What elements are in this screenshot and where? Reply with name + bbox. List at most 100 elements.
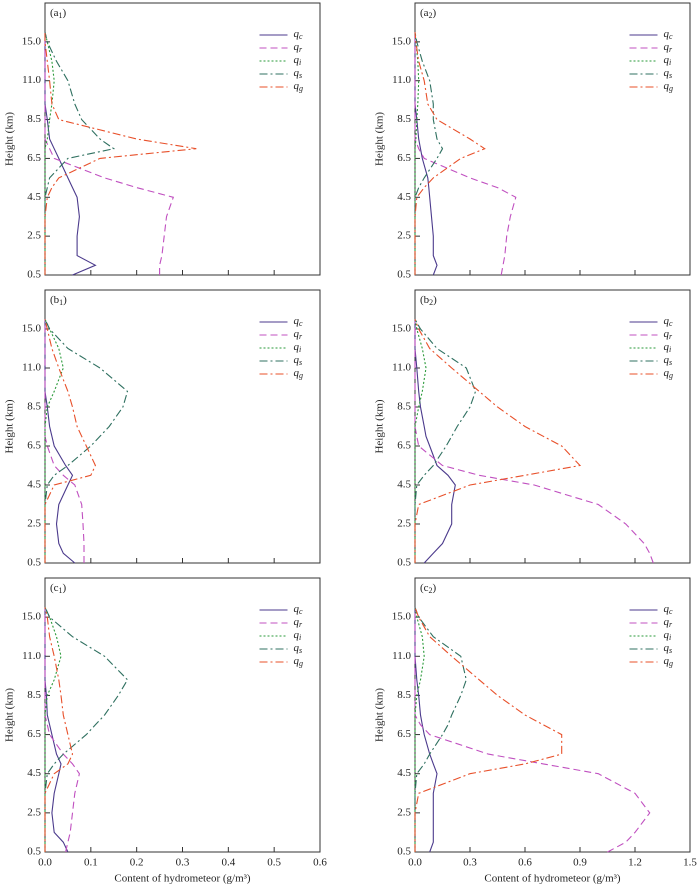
legend-label: qc — [664, 603, 674, 616]
y-tick-label: 2.5 — [397, 230, 411, 242]
legend-label: qs — [294, 67, 303, 80]
y-tick-label: 0.5 — [397, 557, 411, 569]
panel-label: (c2) — [420, 582, 437, 595]
legend-label: qs — [294, 354, 303, 367]
x-tick-label: 0.6 — [313, 857, 327, 869]
panel: 0.5 2.5 4.5 6.5 8.5 11.0 15.0 0.0 0.1 0.2 0.3 0.4 0.… — [4, 577, 327, 885]
x-tick-label: 0.0 — [38, 857, 52, 869]
legend-label: qs — [664, 354, 673, 367]
y-axis-label: Height (km) — [374, 688, 386, 742]
legend-label: qi — [664, 629, 672, 642]
panel-label: (a1) — [50, 7, 67, 20]
series-line — [44, 319, 97, 563]
series-line — [414, 319, 582, 563]
y-tick-label: 4.5 — [397, 767, 411, 779]
x-tick-label: 1.2 — [628, 857, 642, 869]
legend-label: qs — [664, 67, 673, 80]
y-tick-label: 8.5 — [27, 113, 41, 125]
legend-label: qc — [294, 315, 304, 328]
y-axis-label: Height (km) — [4, 399, 16, 453]
y-tick-label: 0.5 — [397, 846, 411, 858]
legend-label: qg — [294, 655, 304, 668]
y-tick-label: 4.5 — [397, 191, 411, 203]
y-tick-label: 8.5 — [397, 401, 411, 413]
legend-label: qg — [664, 655, 674, 668]
panel: 0.5 2.5 4.5 6.5 8.5 11.0 15.0 Height (km) (b1) qc… — [4, 289, 321, 569]
plot-frame — [414, 289, 691, 564]
plot-frame — [44, 577, 321, 853]
x-tick-label: 0.3 — [463, 857, 477, 869]
legend-label: qr — [664, 328, 674, 341]
y-tick-label: 0.5 — [27, 269, 41, 281]
panel: 0.5 2.5 4.5 6.5 8.5 11.0 15.0 Height (km) (a2) qc… — [374, 2, 691, 281]
legend-label: qr — [664, 41, 674, 54]
series-line — [44, 31, 55, 275]
x-tick-label: 1.5 — [683, 857, 697, 869]
legend-label: qg — [294, 367, 304, 380]
y-tick-label: 8.5 — [27, 401, 41, 413]
y-tick-label: 11.0 — [392, 74, 411, 86]
y-tick-label: 8.5 — [397, 689, 411, 701]
series-line — [414, 319, 654, 564]
plot-frame — [44, 2, 321, 276]
y-tick-label: 0.5 — [27, 557, 41, 569]
series-line — [414, 319, 427, 563]
legend-label: qr — [294, 328, 304, 341]
x-tick-label: 0.9 — [573, 857, 587, 869]
plot-frame — [44, 289, 321, 564]
panel-label: (b2) — [420, 294, 437, 307]
y-tick-label: 4.5 — [27, 767, 41, 779]
series-line — [44, 31, 116, 275]
x-tick-label: 0.6 — [518, 857, 532, 869]
series-line — [44, 319, 76, 564]
legend-label: qi — [294, 629, 302, 642]
legend-label: qg — [664, 367, 674, 380]
x-tick-label: 0.4 — [221, 857, 235, 869]
panel: 0.5 2.5 4.5 6.5 8.5 11.0 15.0 Height (km) (a1) qc… — [4, 2, 321, 281]
y-tick-label: 4.5 — [397, 479, 411, 491]
legend-label: qc — [664, 315, 674, 328]
y-tick-label: 2.5 — [27, 230, 41, 242]
legend-label: qr — [294, 41, 304, 54]
y-tick-label: 6.5 — [397, 152, 411, 164]
y-tick-label: 6.5 — [27, 440, 41, 452]
legend-label: qi — [664, 54, 672, 67]
series-line — [44, 32, 197, 275]
y-axis-label: Height (km) — [4, 688, 16, 742]
panel: 0.5 2.5 4.5 6.5 8.5 11.0 15.0 Height (km) (b2) qc… — [374, 289, 691, 569]
x-tick-label: 0.0 — [408, 857, 422, 869]
y-tick-label: 11.0 — [22, 650, 41, 662]
series-line — [414, 607, 438, 853]
y-tick-label: 0.5 — [397, 269, 411, 281]
panel-label: (c1) — [50, 582, 67, 595]
y-tick-label: 11.0 — [392, 650, 411, 662]
y-tick-label: 4.5 — [27, 191, 41, 203]
legend-label: qg — [294, 80, 304, 93]
legend-label: qr — [294, 616, 304, 629]
series-line — [414, 32, 517, 276]
x-tick-label: 0.5 — [267, 857, 281, 869]
x-axis-label: Content of hydrometeor (g/m³) — [114, 873, 251, 885]
panel: 0.5 2.5 4.5 6.5 8.5 11.0 15.0 0.0 0.3 0.6 0.9 1.2 1.… — [374, 577, 697, 885]
y-tick-label: 11.0 — [22, 362, 41, 374]
y-tick-label: 15.0 — [392, 35, 412, 47]
legend-label: qi — [664, 341, 672, 354]
y-tick-label: 6.5 — [27, 728, 41, 740]
y-tick-label: 11.0 — [22, 74, 41, 86]
series-line — [44, 32, 97, 276]
y-tick-label: 8.5 — [397, 113, 411, 125]
x-tick-label: 0.1 — [84, 857, 98, 869]
panel-label: (a2) — [420, 7, 437, 20]
y-tick-label: 2.5 — [27, 518, 41, 530]
series-line — [44, 607, 62, 852]
y-tick-label: 2.5 — [397, 806, 411, 818]
y-axis-label: Height (km) — [374, 399, 386, 453]
x-axis-label: Content of hydrometeor (g/m³) — [484, 873, 621, 885]
series-line — [414, 32, 420, 275]
legend-label: qc — [664, 28, 674, 41]
series-line — [414, 319, 456, 564]
plot-frame — [414, 2, 691, 276]
series-line — [44, 607, 80, 853]
